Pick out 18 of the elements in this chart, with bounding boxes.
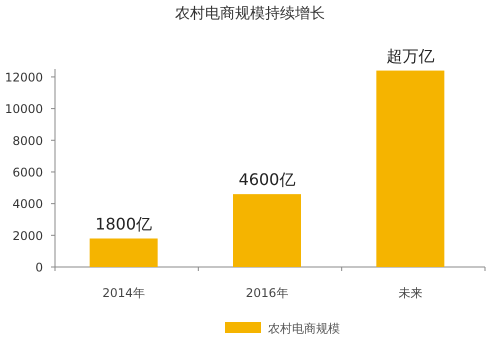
x-tick-label: 2016年 [246,286,288,300]
data-label: 超万亿 [386,46,434,66]
x-tick-label: 未来 [398,286,422,300]
legend-label: 农村电商规模 [268,322,340,336]
y-tick-label: 8000 [12,134,43,148]
x-tick-label: 2014年 [102,286,145,300]
data-label: 4600亿 [238,170,296,190]
y-tick-label: 0 [35,260,43,274]
chart-title: 农村电商规模持续增长 [175,4,325,22]
data-label: 1800亿 [95,214,152,234]
bar [90,238,158,267]
bar [376,70,444,267]
y-tick-label: 10000 [4,102,43,116]
y-tick-label: 4000 [12,197,43,212]
bar [233,194,301,267]
y-tick-label: 2000 [12,228,43,243]
y-tick-label: 12000 [4,70,43,84]
y-tick-label: 6000 [12,165,43,180]
